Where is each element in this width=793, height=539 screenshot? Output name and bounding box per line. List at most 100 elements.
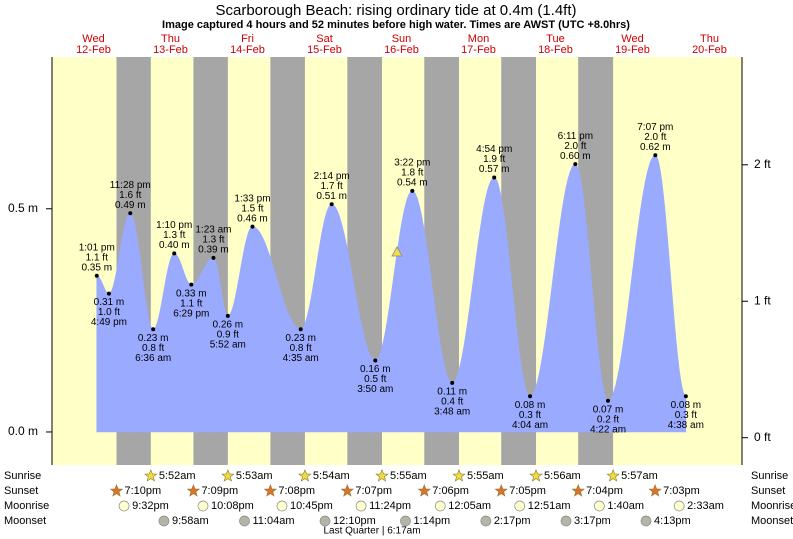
tide-ft: 0.5 ft: [364, 374, 386, 385]
tide-point: [606, 398, 611, 403]
tide-area: [191, 257, 214, 433]
tide-time: 3:22 pm: [394, 158, 430, 169]
tide-point: [653, 153, 658, 158]
sun-icon: [606, 468, 620, 482]
tide-point: [211, 255, 216, 260]
sun-icon: [494, 483, 508, 497]
tide-value-label: 0.31 m: [94, 297, 125, 308]
day-date: 18-Feb: [538, 44, 573, 56]
moonrise-time: 10:45pm: [290, 500, 333, 512]
sunrise-time: 5:52am: [159, 470, 196, 482]
tide-area: [374, 190, 413, 433]
tide-value-label: 0.23 m: [285, 333, 316, 344]
moon-icon: [197, 500, 209, 512]
sunset-time: 7:05pm: [509, 485, 546, 497]
tide-area: [300, 203, 332, 433]
day-date: 16-Feb: [384, 44, 419, 56]
moon-icon: [514, 500, 526, 512]
tide-ft: 1.3 ft: [163, 230, 185, 241]
day-name: Thu: [700, 33, 719, 45]
sunrise-time: 5:55am: [390, 470, 427, 482]
tide-value-label: 0.11 m: [437, 387, 467, 398]
tide-value-label: 0.51 m: [316, 191, 347, 202]
sunset-time: 7:07pm: [355, 485, 392, 497]
moonset-time: 2:17pm: [494, 515, 531, 527]
y2-tick-label: 0 ft: [754, 430, 771, 444]
tide-time: 7:07 pm: [637, 122, 673, 133]
tide-point: [373, 358, 378, 363]
tide-time: 5:52 am: [210, 340, 246, 351]
sunrise-time: 5:54am: [313, 470, 350, 482]
tide-area: [575, 163, 609, 433]
sun-icon: [298, 468, 312, 482]
moon-icon: [355, 500, 367, 512]
sunset-time: 7:10pm: [124, 485, 161, 497]
tide-ft: 1.0 ft: [98, 307, 120, 318]
tide-point: [410, 188, 415, 193]
day-date: 14-Feb: [230, 44, 265, 56]
tide-value-label: 0.46 m: [237, 213, 268, 224]
row-label: Sunset: [4, 485, 38, 497]
y2-tick-label: 2 ft: [754, 157, 771, 171]
tide-time: 4:35 am: [283, 353, 319, 364]
tide-value-label: 0.08 m: [671, 400, 702, 411]
tide-point: [189, 282, 194, 287]
tide-area: [252, 226, 302, 433]
tide-point: [225, 313, 230, 318]
sun-icon: [452, 468, 466, 482]
tide-point: [329, 202, 334, 207]
row-label: Sunrise: [751, 470, 788, 482]
tide-value-label: 0.23 m: [138, 333, 169, 344]
tide-time: 1:10 pm: [156, 220, 192, 231]
tide-value-label: 0.57 m: [479, 164, 510, 175]
moon-icon: [640, 515, 652, 527]
moonrise-time: 2:33am: [687, 500, 724, 512]
tide-ft: 1.1 ft: [180, 298, 202, 309]
row-label: Sunrise: [4, 470, 41, 482]
moon-icon: [276, 500, 288, 512]
sun-icon: [648, 483, 662, 497]
y-tick-label: 0.5 m: [8, 201, 38, 215]
tide-area: [213, 257, 229, 433]
moonrise-time: 9:32pm: [132, 500, 169, 512]
tide-area: [655, 154, 687, 433]
moon-phase: Last Quarter | 6:17am: [323, 526, 420, 537]
moonset-time: 9:58am: [172, 515, 209, 527]
tide-value-label: 0.62 m: [640, 142, 671, 153]
tide-time: 4:04 am: [512, 420, 548, 431]
day-name: Tue: [546, 33, 565, 45]
tide-point: [106, 291, 111, 296]
tide-time: 6:29 pm: [173, 308, 209, 319]
sun-icon: [417, 483, 432, 497]
day-name: Mon: [468, 33, 489, 45]
sun-icon: [221, 468, 235, 482]
tide-area: [607, 154, 656, 433]
moonrise-time: 11:24pm: [369, 500, 411, 512]
chart-title: Scarborough Beach: rising ordinary tide …: [215, 2, 576, 19]
sun-icon: [571, 483, 585, 497]
tide-ft: 1.7 ft: [321, 181, 343, 192]
sun-icon: [529, 468, 543, 482]
sunrise-time: 5:55am: [467, 470, 504, 482]
tide-point: [128, 211, 133, 216]
tide-area: [451, 177, 495, 433]
tide-value-label: 0.60 m: [560, 151, 591, 162]
tide-time: 3:50 am: [357, 384, 393, 395]
tide-point: [573, 162, 578, 167]
moonrise-time: 12:51am: [528, 500, 571, 512]
tide-ft: 0.4 ft: [441, 397, 463, 408]
tide-value-label: 0.08 m: [515, 400, 546, 411]
tide-area: [412, 190, 453, 433]
sun-icon: [144, 468, 158, 482]
tide-point: [492, 175, 497, 180]
day-name: Sun: [392, 33, 412, 45]
row-label: Moonrise: [751, 500, 793, 512]
tide-value-label: 0.40 m: [159, 240, 190, 251]
tide-time: 11:28 pm: [110, 180, 151, 191]
sun-icon: [340, 483, 355, 497]
row-label: Sunset: [751, 485, 785, 497]
tide-time: 4:49 pm: [91, 317, 127, 328]
tide-area: [493, 176, 531, 433]
tide-ft: 1.9 ft: [483, 154, 505, 165]
moon-icon: [158, 515, 170, 527]
